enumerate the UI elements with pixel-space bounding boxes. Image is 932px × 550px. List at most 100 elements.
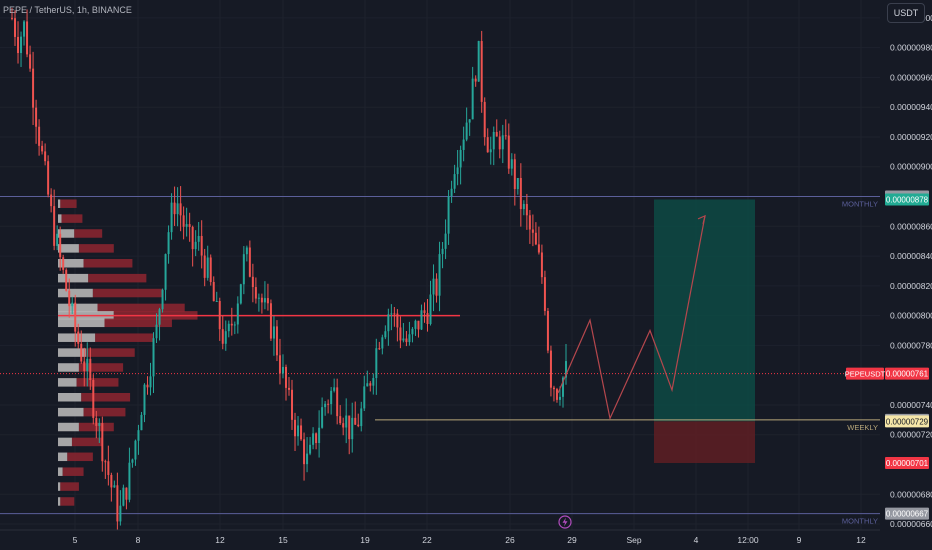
- candle-body: [254, 287, 257, 299]
- candle-body: [519, 178, 522, 210]
- flash-icon[interactable]: [558, 515, 572, 529]
- price-labels: 0.000008800.000008780.00000761PEPEUSDT0.…: [845, 190, 929, 520]
- candle-body: [414, 320, 417, 329]
- profile-bar-up: [58, 393, 82, 402]
- candle-body: [107, 461, 110, 475]
- candle-body: [227, 323, 230, 332]
- candle-body: [260, 297, 263, 303]
- candle-body: [363, 386, 366, 409]
- candle-body: [11, 17, 13, 19]
- candle-body: [62, 257, 65, 270]
- candle-body: [146, 384, 149, 388]
- y-tick-label: 0.00000840: [890, 251, 932, 261]
- candle-body: [297, 425, 300, 437]
- symbol-price-label-bg: [885, 367, 929, 380]
- candle-body: [92, 380, 95, 418]
- candle-body: [372, 378, 375, 386]
- y-tick-label: 0.00000780: [890, 340, 932, 350]
- projection-line: [557, 215, 706, 421]
- x-ticks: 5 8 12 15 19 22 26 29 Sep 4 12:00 9 12: [73, 535, 866, 545]
- candle-body: [236, 303, 239, 325]
- candle-body: [53, 206, 56, 246]
- x-tick-label: 4: [694, 535, 699, 545]
- candle-body: [224, 331, 227, 344]
- candle-body: [531, 229, 534, 233]
- candle-body: [134, 440, 137, 460]
- candle-body: [74, 302, 77, 332]
- candle-body: [116, 485, 119, 522]
- candle-body: [203, 255, 206, 278]
- currency-button[interactable]: USDT: [887, 3, 925, 23]
- candle-body: [245, 247, 248, 255]
- y-tick-label: 0.00000680: [890, 489, 932, 499]
- stop-label: 0.00000701: [886, 459, 929, 468]
- candle-body: [546, 310, 549, 351]
- symbol-tag-bg: [846, 367, 884, 380]
- candle-body: [402, 338, 405, 341]
- projection-path: [557, 214, 706, 421]
- time-axis[interactable]: [0, 530, 880, 550]
- candle-body: [86, 358, 89, 372]
- profile-bar-down: [62, 467, 84, 476]
- chart-title: PEPE / TetherUS, 1h, BINANCE: [3, 5, 132, 15]
- target-zone: [654, 199, 755, 422]
- candle-body: [504, 135, 507, 137]
- candle-body: [333, 387, 336, 391]
- candle-body: [507, 135, 510, 169]
- candle-body: [561, 377, 564, 397]
- candle-body: [408, 334, 411, 343]
- target-label: 0.00000878: [886, 195, 929, 204]
- profile-bar-down: [95, 333, 154, 342]
- candle-body: [119, 505, 122, 522]
- candle-body: [552, 387, 555, 390]
- candle-body: [167, 232, 170, 255]
- candle-body: [68, 290, 71, 307]
- candle-body: [345, 415, 348, 428]
- candle-body: [269, 303, 272, 339]
- candle-body: [495, 131, 498, 137]
- candle-body: [417, 320, 420, 330]
- candle-body: [501, 135, 504, 150]
- candle-body: [303, 439, 306, 465]
- candle-body: [393, 313, 396, 315]
- profile-bar-down: [88, 273, 147, 283]
- candle-body: [230, 323, 233, 326]
- candle-body: [95, 417, 98, 426]
- candle-body: [411, 328, 414, 335]
- candle-body: [468, 119, 471, 123]
- candle-body: [450, 188, 453, 197]
- y-tick-label: 0.00000900: [890, 162, 932, 172]
- candle-body: [522, 203, 525, 210]
- profile-bar-up: [58, 378, 77, 387]
- profile-bar-down: [78, 363, 124, 372]
- candle-body: [396, 313, 399, 328]
- candle-body: [182, 215, 185, 227]
- candle-body: [35, 107, 38, 127]
- candle-body: [360, 408, 363, 427]
- candle-body: [330, 390, 333, 405]
- candle-body: [44, 151, 47, 162]
- candle-body: [420, 310, 423, 330]
- level-lines: [0, 196, 880, 515]
- candle-body: [233, 324, 236, 326]
- y-tick-label: 0.00000800: [890, 311, 932, 321]
- candle-body: [288, 387, 290, 390]
- x-tick-label: Sep: [626, 535, 641, 545]
- x-tick-label: 15: [278, 535, 288, 545]
- candle-body: [125, 487, 128, 500]
- candle-body: [17, 36, 20, 54]
- candle-body: [315, 433, 318, 444]
- candle-body: [465, 122, 468, 140]
- candle-body: [137, 430, 140, 441]
- candle-body: [278, 355, 281, 374]
- candle-body: [291, 389, 294, 420]
- candle-body: [483, 101, 486, 138]
- profile-bar-down: [78, 244, 114, 253]
- candle-body: [453, 174, 456, 189]
- candle-body: [429, 294, 432, 325]
- candle-body: [179, 203, 182, 216]
- candle-body: [306, 453, 309, 465]
- candle-body: [399, 327, 402, 341]
- y-tick-label: 0.00000820: [890, 281, 932, 291]
